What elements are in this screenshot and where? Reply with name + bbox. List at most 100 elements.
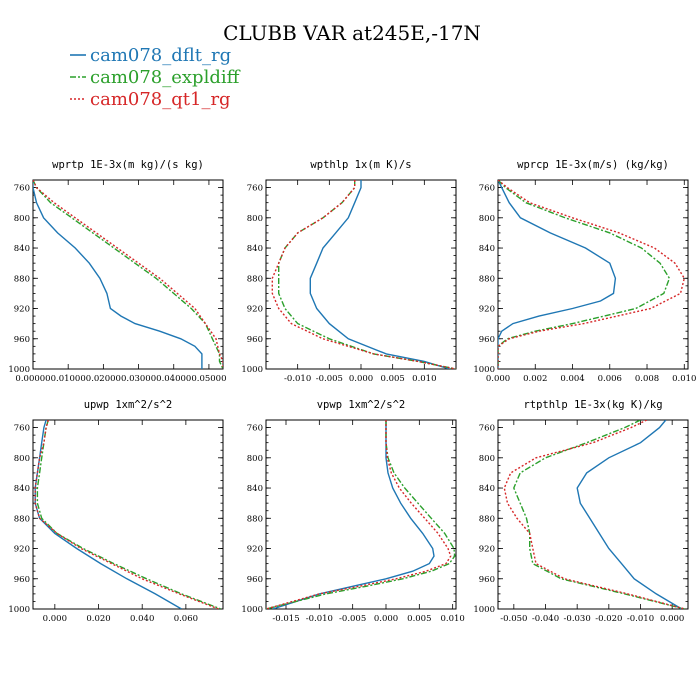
x-tick-label: 0.002 [523,374,547,384]
y-tick-label: 1000 [241,605,263,615]
x-tick-label: 0.000 [374,614,398,624]
y-tick-label: 800 [14,454,30,464]
series-line-cam078_qt1_rg [503,420,685,609]
x-tick-label: -0.050 [500,614,527,624]
x-tick-label: 0.040 [130,614,154,624]
y-tick-label: 760 [479,184,495,194]
x-tick-label: 0.010 [672,374,696,384]
x-tick-label: 0.01000 [51,374,86,384]
x-tick-label: 0.010 [440,614,464,624]
y-tick-label: 840 [14,484,30,494]
y-tick-label: 800 [247,214,263,224]
y-tick-label: 1000 [241,365,263,375]
x-tick-label: -0.005 [339,614,366,624]
y-tick-label: 920 [479,545,495,555]
series-line-cam078_qt1_rg [34,420,219,609]
y-tick-label: 920 [247,545,263,555]
y-tick-label: 760 [247,184,263,194]
x-tick-label: 0.005 [380,374,404,384]
x-tick-label: 0.005 [407,614,431,624]
y-tick-label: 760 [14,184,30,194]
y-tick-label: 760 [479,424,495,434]
series-line-cam078_dflt_rg [309,180,450,369]
x-tick-label: 0.020 [86,614,110,624]
chart-panels: wprtp 1E-3x(m kg)/(s kg) 760 800 840 880 920 9… [8,159,696,624]
y-tick-label: 880 [479,514,495,524]
y-tick-label: 920 [247,305,263,315]
panel-title: vpwp 1xm^2/s^2 [317,399,406,411]
series-line-cam078_expldiff [498,180,671,369]
x-tick-label: 0.010 [412,374,436,384]
y-tick-label: 880 [14,514,30,524]
series-line-cam078_qt1_rg [266,420,452,609]
series-line-cam078_dflt_rg [272,420,435,609]
plot-frame [32,419,224,610]
y-tick-label: 880 [247,274,263,284]
y-tick-label: 920 [479,305,495,315]
x-tick-label: -0.010 [306,614,333,624]
y-tick-label: 760 [247,424,263,434]
panel-title: wpthlp 1x(m K)/s [310,159,411,171]
x-tick-label: 0.060 [174,614,198,624]
panel-5: rtpthlp 1E-3x(kg K)/kg 760 800 840 880 920 960… [473,399,689,624]
series-line-cam078_dflt_rg [576,420,683,609]
y-tick-label: 840 [247,244,263,254]
y-tick-label: 960 [479,335,495,345]
x-tick-label: 0.05000 [191,374,226,384]
x-tick-label: 0.04000 [156,374,191,384]
legend-label-0: cam078_dflt_rg [90,45,231,66]
plot-frame [32,179,224,370]
x-tick-label: 0.000 [43,614,67,624]
plot-frame [265,419,457,610]
y-tick-label: 840 [479,484,495,494]
panel-0: wprtp 1E-3x(m kg)/(s kg) 760 800 840 880 920 9… [8,159,226,384]
y-tick-label: 840 [14,244,30,254]
y-tick-label: 880 [479,274,495,284]
y-tick-label: 960 [247,575,263,585]
x-tick-label: -0.005 [316,374,343,384]
y-tick-label: 1000 [8,365,30,375]
x-tick-label: -0.010 [627,614,654,624]
series-line-cam078_expldiff [33,180,223,369]
series-line-cam078_dflt_rg [34,420,182,609]
x-tick-label: 0.008 [635,374,659,384]
legend: cam078_dflt_rg cam078_expldiff cam078_qt… [70,45,241,110]
x-tick-label: 0.004 [560,374,584,384]
x-tick-label: 0.000 [349,374,373,384]
y-tick-label: 920 [14,545,30,555]
y-tick-label: 1000 [8,605,30,615]
series-line-cam078_dflt_rg [33,180,203,369]
y-tick-label: 1000 [473,365,495,375]
panel-title: rtpthlp 1E-3x(kg K)/kg [523,399,662,411]
y-tick-label: 800 [14,214,30,224]
panel-4: vpwp 1xm^2/s^2 760 800 840 880 920 960 1000 -0.0… [241,399,464,624]
series-line-cam078_expldiff [266,420,456,609]
panel-1: wpthlp 1x(m K)/s 760 800 840 880 920 960 1000 -0… [241,159,457,384]
series-line-cam078_expldiff [513,420,685,609]
y-tick-label: 840 [247,484,263,494]
x-tick-label: 0.03000 [121,374,156,384]
y-tick-label: 880 [14,274,30,284]
legend-label-1: cam078_expldiff [90,67,241,88]
x-tick-label: -0.015 [272,614,299,624]
panel-3: upwp 1xm^2/s^2 760 800 840 880 920 960 1000 0.00… [8,399,224,624]
y-tick-label: 840 [479,244,495,254]
panel-2: wprcp 1E-3x(m/s) (kg/kg) 760 800 840 880 920 9… [473,159,696,384]
panel-title: wprcp 1E-3x(m/s) (kg/kg) [517,159,669,171]
x-tick-label: -0.020 [595,614,622,624]
y-tick-label: 960 [479,575,495,585]
legend-label-2: cam078_qt1_rg [90,89,231,110]
plot-frame [497,419,689,610]
y-tick-label: 800 [479,454,495,464]
y-tick-label: 960 [14,335,30,345]
x-tick-label: -0.030 [564,614,591,624]
y-tick-label: 800 [247,454,263,464]
plot-frame [497,179,689,370]
x-tick-label: 0.000 [486,374,510,384]
panel-title: wprtp 1E-3x(m kg)/(s kg) [52,159,204,171]
x-tick-label: 0.006 [598,374,622,384]
y-tick-label: 1000 [473,605,495,615]
figure-title: CLUBB VAR at245E,-17N [223,21,481,45]
y-tick-label: 760 [14,424,30,434]
